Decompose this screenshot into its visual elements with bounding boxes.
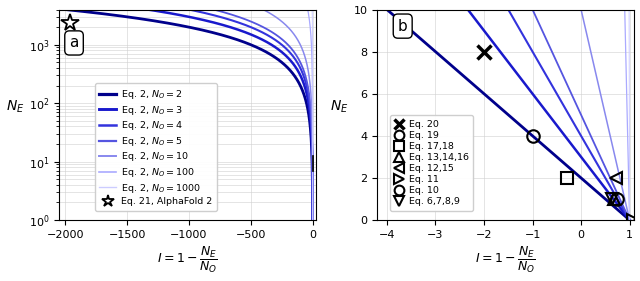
Y-axis label: $N_E$: $N_E$ bbox=[330, 98, 349, 115]
Legend: Eq. 2, $N_O = 2$, Eq. 2, $N_O = 3$, Eq. 2, $N_O = 4$, Eq. 2, $N_O = 5$, Eq. 2, $: Eq. 2, $N_O = 2$, Eq. 2, $N_O = 3$, Eq. … bbox=[95, 83, 217, 211]
X-axis label: $I = 1 - \dfrac{N_E}{N_O}$: $I = 1 - \dfrac{N_E}{N_O}$ bbox=[476, 245, 536, 275]
Text: b: b bbox=[398, 19, 408, 34]
Legend: Eq. 20, Eq. 19, Eq. 17,18, Eq. 13,14,16, Eq. 12,15, Eq. 11, Eq. 10, Eq. 6,7,8,9: Eq. 20, Eq. 19, Eq. 17,18, Eq. 13,14,16,… bbox=[390, 115, 474, 211]
Text: a: a bbox=[69, 35, 79, 51]
Y-axis label: $N_E$: $N_E$ bbox=[6, 98, 24, 115]
X-axis label: $I = 1 - \dfrac{N_E}{N_O}$: $I = 1 - \dfrac{N_E}{N_O}$ bbox=[157, 245, 218, 275]
